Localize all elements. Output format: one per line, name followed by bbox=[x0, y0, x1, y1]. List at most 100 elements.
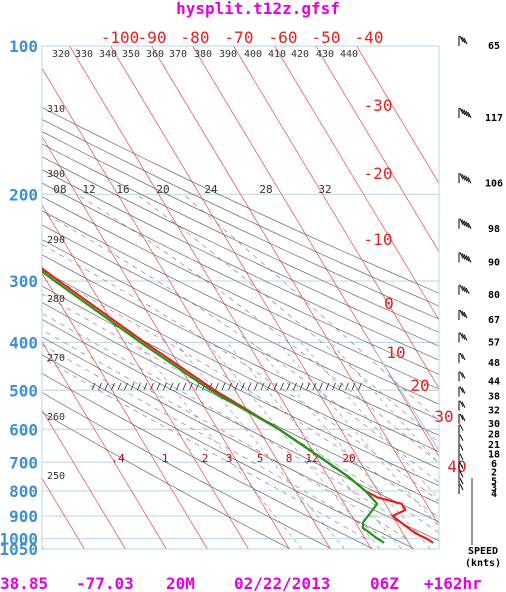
pressure-label-300: 300 bbox=[9, 272, 38, 291]
wind-barb-flag bbox=[465, 110, 470, 118]
mixing-ratio-8 bbox=[277, 342, 439, 528]
wind-barb-flag bbox=[459, 107, 464, 115]
wind-barb-flag bbox=[463, 334, 468, 341]
wind-barb: 48 bbox=[458, 352, 500, 369]
theta-label-330: 330 bbox=[75, 49, 93, 60]
footer-date: 02/22/2013 bbox=[234, 574, 330, 592]
footer-elev: 20M bbox=[166, 574, 195, 592]
wind-speed-label: 2 bbox=[491, 468, 497, 479]
temperature-label--10: -10 bbox=[364, 230, 393, 249]
wind-barb-flag bbox=[465, 255, 470, 262]
sounding-profiles bbox=[42, 267, 434, 544]
theta-label-390: 390 bbox=[219, 49, 237, 60]
theta-label-290: 290 bbox=[47, 235, 65, 246]
dry-adiabat-240 bbox=[42, 412, 291, 549]
wind-barb: 98 bbox=[458, 218, 500, 235]
theta-label-380: 380 bbox=[194, 49, 212, 60]
tropopause-tick bbox=[98, 382, 102, 391]
wind-barb: 21 bbox=[458, 434, 500, 451]
wind-speed-label: 57 bbox=[488, 338, 500, 349]
wind-barb-flag bbox=[459, 413, 464, 421]
wind-barb-flag bbox=[461, 372, 466, 379]
tropopause-tick bbox=[312, 382, 317, 391]
isotherm--70 bbox=[42, 409, 126, 549]
wind-speed-label: 67 bbox=[488, 315, 500, 326]
dry-adiabat-350 bbox=[42, 224, 439, 420]
moist-adiabat-25 bbox=[42, 211, 439, 484]
pressure-label-500: 500 bbox=[9, 381, 38, 400]
wind-barb-flag bbox=[459, 483, 464, 491]
theta-label-270: 270 bbox=[47, 353, 65, 364]
wind-barb: 57 bbox=[458, 332, 500, 349]
temperature-label--90: -90 bbox=[138, 28, 167, 47]
tropopause-tick bbox=[234, 382, 239, 391]
wind-barb-flag bbox=[459, 424, 464, 431]
dry-adiabat-420 bbox=[42, 131, 439, 320]
isotherm--10 bbox=[69, 46, 372, 549]
dry-adiabat-440 bbox=[42, 107, 439, 294]
wind-speed-label: 3 bbox=[491, 483, 497, 494]
mixing-ratio-12 bbox=[300, 342, 439, 500]
tropopause-tick bbox=[345, 382, 349, 391]
dry-adiabat-380 bbox=[42, 182, 439, 375]
pressure-label-1000: 1000 bbox=[0, 530, 38, 549]
theta-label-430: 430 bbox=[316, 49, 334, 60]
tropopause-tick bbox=[299, 382, 304, 391]
wind-barb-flag bbox=[461, 401, 466, 408]
dry-adiabat-250 bbox=[42, 392, 333, 549]
isotherm--40 bbox=[42, 204, 249, 549]
wind-barb-flag bbox=[461, 219, 466, 226]
dry-adiabat-370 bbox=[42, 196, 439, 390]
wind-barb-flag bbox=[459, 471, 464, 478]
tropopause-tick bbox=[111, 382, 115, 391]
isotherm--100 bbox=[0, 46, 2, 549]
speed-axis-label: SPEED bbox=[468, 546, 498, 557]
mixing-ratio-label-.4: .4 bbox=[111, 452, 125, 465]
tropopause-tick bbox=[117, 382, 122, 391]
pressure-label-200: 200 bbox=[9, 185, 38, 204]
isotherm--60 bbox=[42, 340, 167, 549]
tropopause-tick bbox=[332, 382, 336, 391]
mixing-ratio-label-24: 24 bbox=[204, 183, 218, 196]
tropopause-tick bbox=[325, 382, 330, 391]
tropopause-tick bbox=[306, 382, 310, 391]
wind-barb-flag bbox=[461, 387, 466, 394]
wind-barb-flag bbox=[459, 444, 464, 451]
theta-label-260: 260 bbox=[47, 412, 65, 423]
mixing-ratio-1 bbox=[175, 342, 345, 549]
wind-barb: 80 bbox=[458, 284, 500, 301]
wind-barb: 2 bbox=[458, 462, 497, 479]
wind-speed-label: 18 bbox=[488, 449, 500, 460]
tropopause-tick bbox=[241, 382, 245, 391]
wind-barb-flag bbox=[461, 253, 466, 260]
tropopause-tick bbox=[176, 382, 180, 391]
wind-barb-flag bbox=[459, 35, 464, 43]
moist-adiabat-15 bbox=[42, 271, 439, 519]
footer-lat: 38.85 bbox=[0, 574, 48, 592]
wind-barb-flag bbox=[459, 371, 464, 378]
wind-barb-flag bbox=[465, 176, 470, 183]
wind-speed-label: 48 bbox=[488, 358, 500, 369]
wind-barb: 44 bbox=[458, 371, 500, 388]
theta-label-310: 310 bbox=[47, 104, 65, 115]
dry-adiabat-340 bbox=[42, 239, 439, 436]
wind-barb-flag bbox=[459, 462, 464, 469]
wind-barb-flag bbox=[459, 453, 464, 461]
isobar-lines bbox=[42, 45, 439, 540]
temperature-label-10: 10 bbox=[386, 343, 405, 362]
moist-adiabat-35 bbox=[136, 194, 439, 443]
tropopause-tick bbox=[189, 382, 193, 391]
mixing-ratio-label-8: 8 bbox=[286, 452, 293, 465]
isotherm-30 bbox=[233, 46, 439, 390]
temperature-label--50: -50 bbox=[312, 28, 341, 47]
wind-barb-flag bbox=[459, 332, 464, 339]
isotherm-40 bbox=[274, 46, 439, 321]
footer-hour: 06Z bbox=[370, 574, 399, 592]
mixing-ratio-label-1: 1 bbox=[162, 452, 169, 465]
wind-speed-label: 4 bbox=[491, 489, 497, 500]
dry-adiabat-lines bbox=[42, 107, 439, 549]
theta-label-360: 360 bbox=[146, 49, 164, 60]
dry-adiabat-310 bbox=[42, 285, 439, 487]
wind-barb-flag bbox=[467, 111, 472, 119]
